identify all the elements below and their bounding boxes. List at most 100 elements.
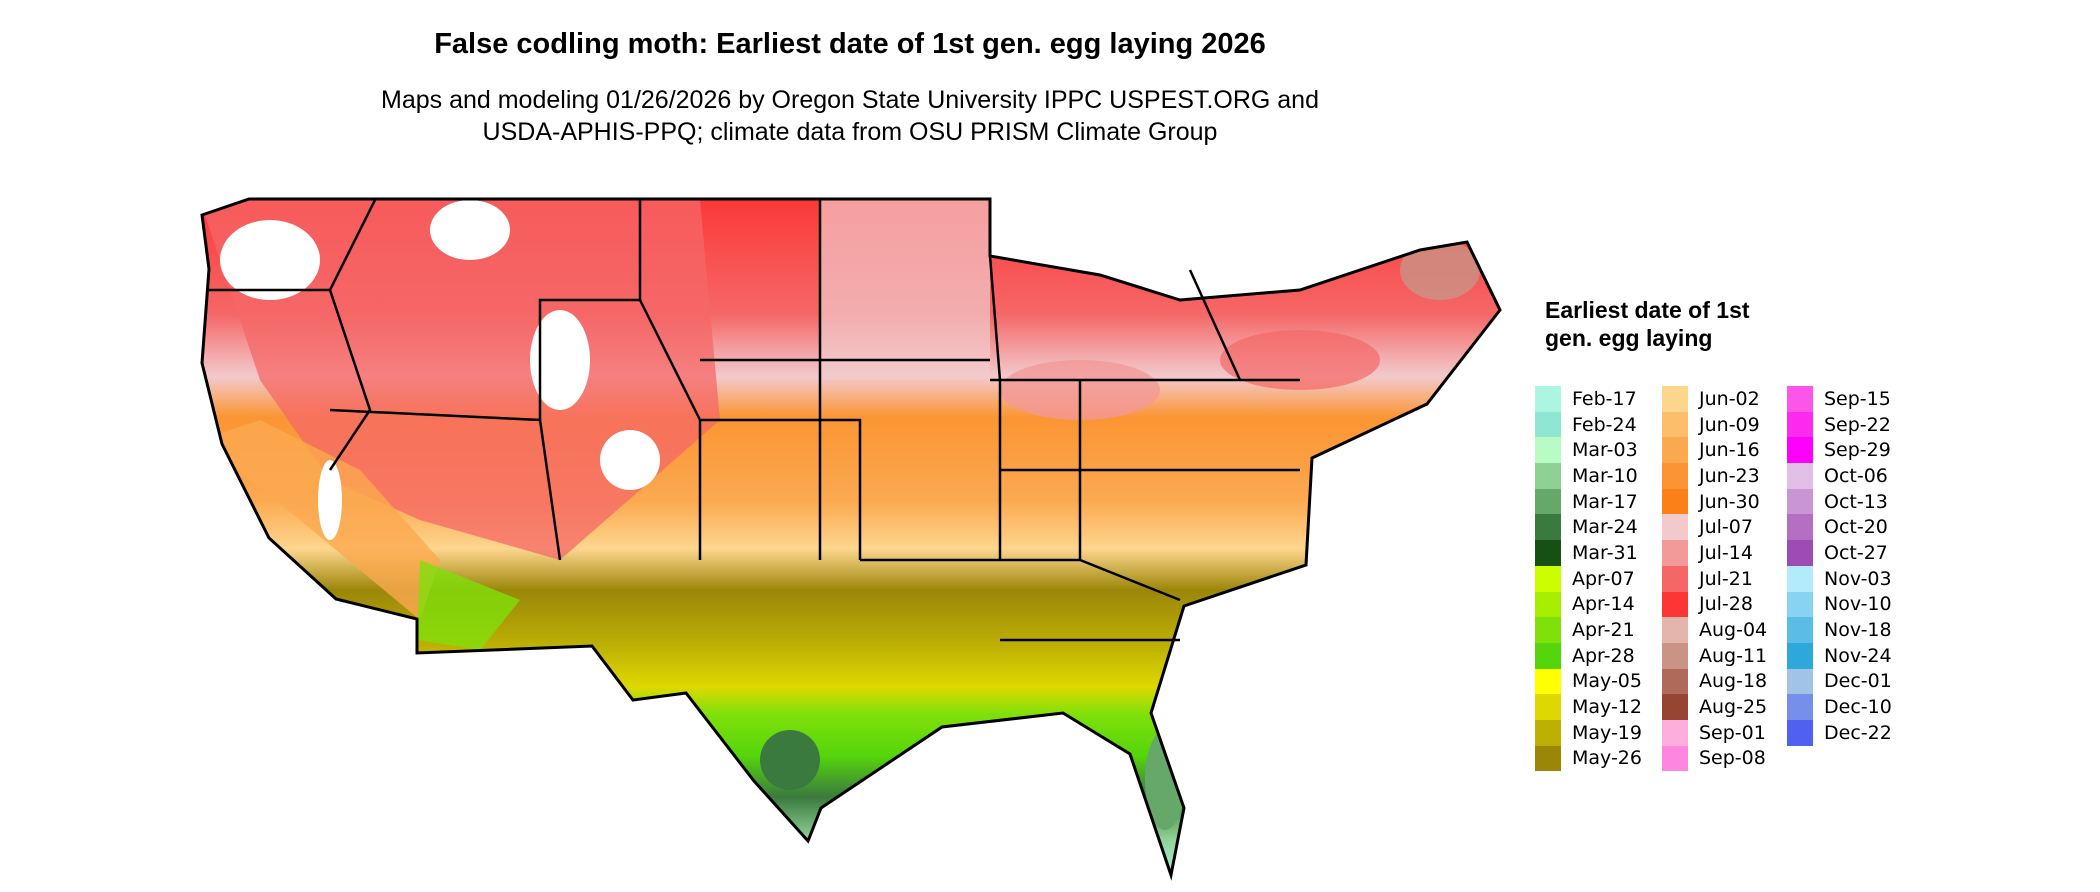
legend-item: May-26 (1535, 745, 1642, 772)
legend-swatch (1535, 719, 1561, 746)
legend-item: Apr-07 (1535, 565, 1642, 592)
legend-label: Mar-03 (1572, 439, 1638, 462)
legend-item: Aug-04 (1662, 617, 1767, 643)
legend-label: Oct-13 (1824, 490, 1888, 513)
chart-title: False codling moth: Earliest date of 1st… (434, 28, 1266, 60)
legend-label: Apr-07 (1572, 567, 1635, 590)
legend-label: Sep-22 (1824, 413, 1891, 436)
legend-swatch (1787, 540, 1813, 566)
legend-swatch (1787, 437, 1813, 464)
legend-label: Sep-29 (1824, 439, 1891, 462)
subtitle-line-2: USDA-APHIS-PPQ; climate data from OSU PR… (482, 118, 1218, 146)
legend-label: Aug-04 (1699, 619, 1768, 642)
legend-swatch (1535, 565, 1561, 592)
legend-label: Feb-24 (1572, 413, 1637, 436)
legend-label: Dec-22 (1824, 721, 1892, 744)
legend-item: Jun-09 (1662, 411, 1767, 438)
legend-label: Jun-16 (1699, 439, 1760, 462)
legend-label: Mar-17 (1572, 490, 1638, 513)
legend-item: Apr-14 (1535, 591, 1642, 618)
legend-swatch (1662, 694, 1688, 720)
legend-label: Jun-30 (1699, 490, 1760, 513)
legend-item: Nov-10 (1787, 591, 1892, 618)
legend-swatch (1662, 411, 1688, 438)
state-boundaries (209, 199, 1300, 642)
legend-label: Dec-01 (1824, 670, 1892, 693)
legend-label: Jun-02 (1699, 387, 1760, 410)
legend-swatch (1662, 719, 1688, 746)
legend-label: May-26 (1572, 747, 1642, 770)
legend-swatch (1535, 591, 1561, 618)
legend-swatch (1787, 668, 1813, 695)
legend-swatch (1787, 617, 1813, 643)
legend-swatch (1787, 488, 1813, 515)
legend-label: Jun-23 (1699, 464, 1760, 487)
legend-label: Jul-14 (1699, 541, 1753, 564)
legend-label: Apr-28 (1572, 644, 1635, 667)
legend-swatch (1787, 642, 1813, 669)
legend-label: May-19 (1572, 721, 1642, 744)
legend-label: Apr-14 (1572, 593, 1635, 616)
legend-label: Mar-10 (1572, 464, 1638, 487)
legend-item: Aug-18 (1662, 668, 1767, 695)
legend-swatch (1662, 463, 1688, 489)
legend-item: Apr-21 (1535, 617, 1642, 643)
legend-label: Jul-28 (1699, 593, 1753, 616)
legend-label: Feb-17 (1572, 387, 1637, 410)
legend-swatch (1662, 386, 1688, 412)
legend-swatch (1535, 642, 1561, 669)
legend-swatch (1787, 463, 1813, 489)
legend-label: Jul-07 (1699, 516, 1753, 539)
legend-label: Oct-27 (1824, 541, 1888, 564)
legend-swatch (1787, 386, 1813, 412)
legend-item: Mar-24 (1535, 514, 1642, 541)
legend-label: May-05 (1572, 670, 1642, 693)
legend-label: Mar-31 (1572, 541, 1638, 564)
legend-item: Sep-22 (1787, 411, 1892, 438)
legend-swatch (1535, 745, 1561, 772)
legend-swatch (1662, 514, 1688, 541)
legend-item: Jun-23 (1662, 463, 1767, 489)
legend-label: Jul-21 (1699, 567, 1753, 590)
legend-label: Nov-24 (1824, 644, 1892, 667)
legend-label: Jun-09 (1699, 413, 1760, 436)
legend-item: Feb-24 (1535, 411, 1642, 438)
legend-item: Oct-27 (1787, 540, 1892, 566)
legend-swatch (1662, 540, 1688, 566)
legend-item: May-19 (1535, 719, 1642, 746)
legend-item: Sep-15 (1787, 386, 1892, 412)
legend-swatch (1662, 565, 1688, 592)
legend-swatch (1787, 591, 1813, 618)
legend-item: Aug-11 (1662, 642, 1768, 669)
legend-swatch (1662, 668, 1688, 695)
legend-label: Aug-25 (1699, 696, 1768, 719)
legend-label: Aug-11 (1699, 644, 1768, 667)
legend-item: Jul-21 (1662, 565, 1767, 592)
legend-swatch (1787, 514, 1813, 541)
legend-swatch (1662, 488, 1688, 515)
legend-swatch (1662, 745, 1688, 772)
legend-label: Oct-20 (1824, 516, 1888, 539)
legend-item: Mar-31 (1535, 540, 1642, 566)
legend-item: Dec-01 (1787, 668, 1892, 695)
legend-item: May-12 (1535, 694, 1642, 720)
legend-item: Oct-20 (1787, 514, 1892, 541)
legend-label: Apr-21 (1572, 619, 1635, 642)
legend-item: Jul-07 (1662, 514, 1767, 541)
legend-swatch (1535, 386, 1561, 412)
legend-swatch (1535, 540, 1561, 566)
legend-item: Jun-30 (1662, 488, 1767, 515)
legend-swatch (1787, 694, 1813, 720)
legend-label: Nov-03 (1824, 567, 1892, 590)
legend-item: Feb-17 (1535, 386, 1642, 412)
legend-item: Aug-25 (1662, 694, 1767, 720)
legend-label: Mar-24 (1572, 516, 1638, 539)
legend-item: Sep-01 (1662, 719, 1767, 746)
legend-title: Earliest date of 1st gen. egg laying (1545, 297, 1750, 351)
subtitle-line-1: Maps and modeling 01/26/2026 by Oregon S… (381, 86, 1319, 114)
chart-subtitle: Maps and modeling 01/26/2026 by Oregon S… (300, 84, 1400, 148)
legend-swatch (1787, 719, 1813, 746)
legend-swatch (1535, 411, 1561, 438)
